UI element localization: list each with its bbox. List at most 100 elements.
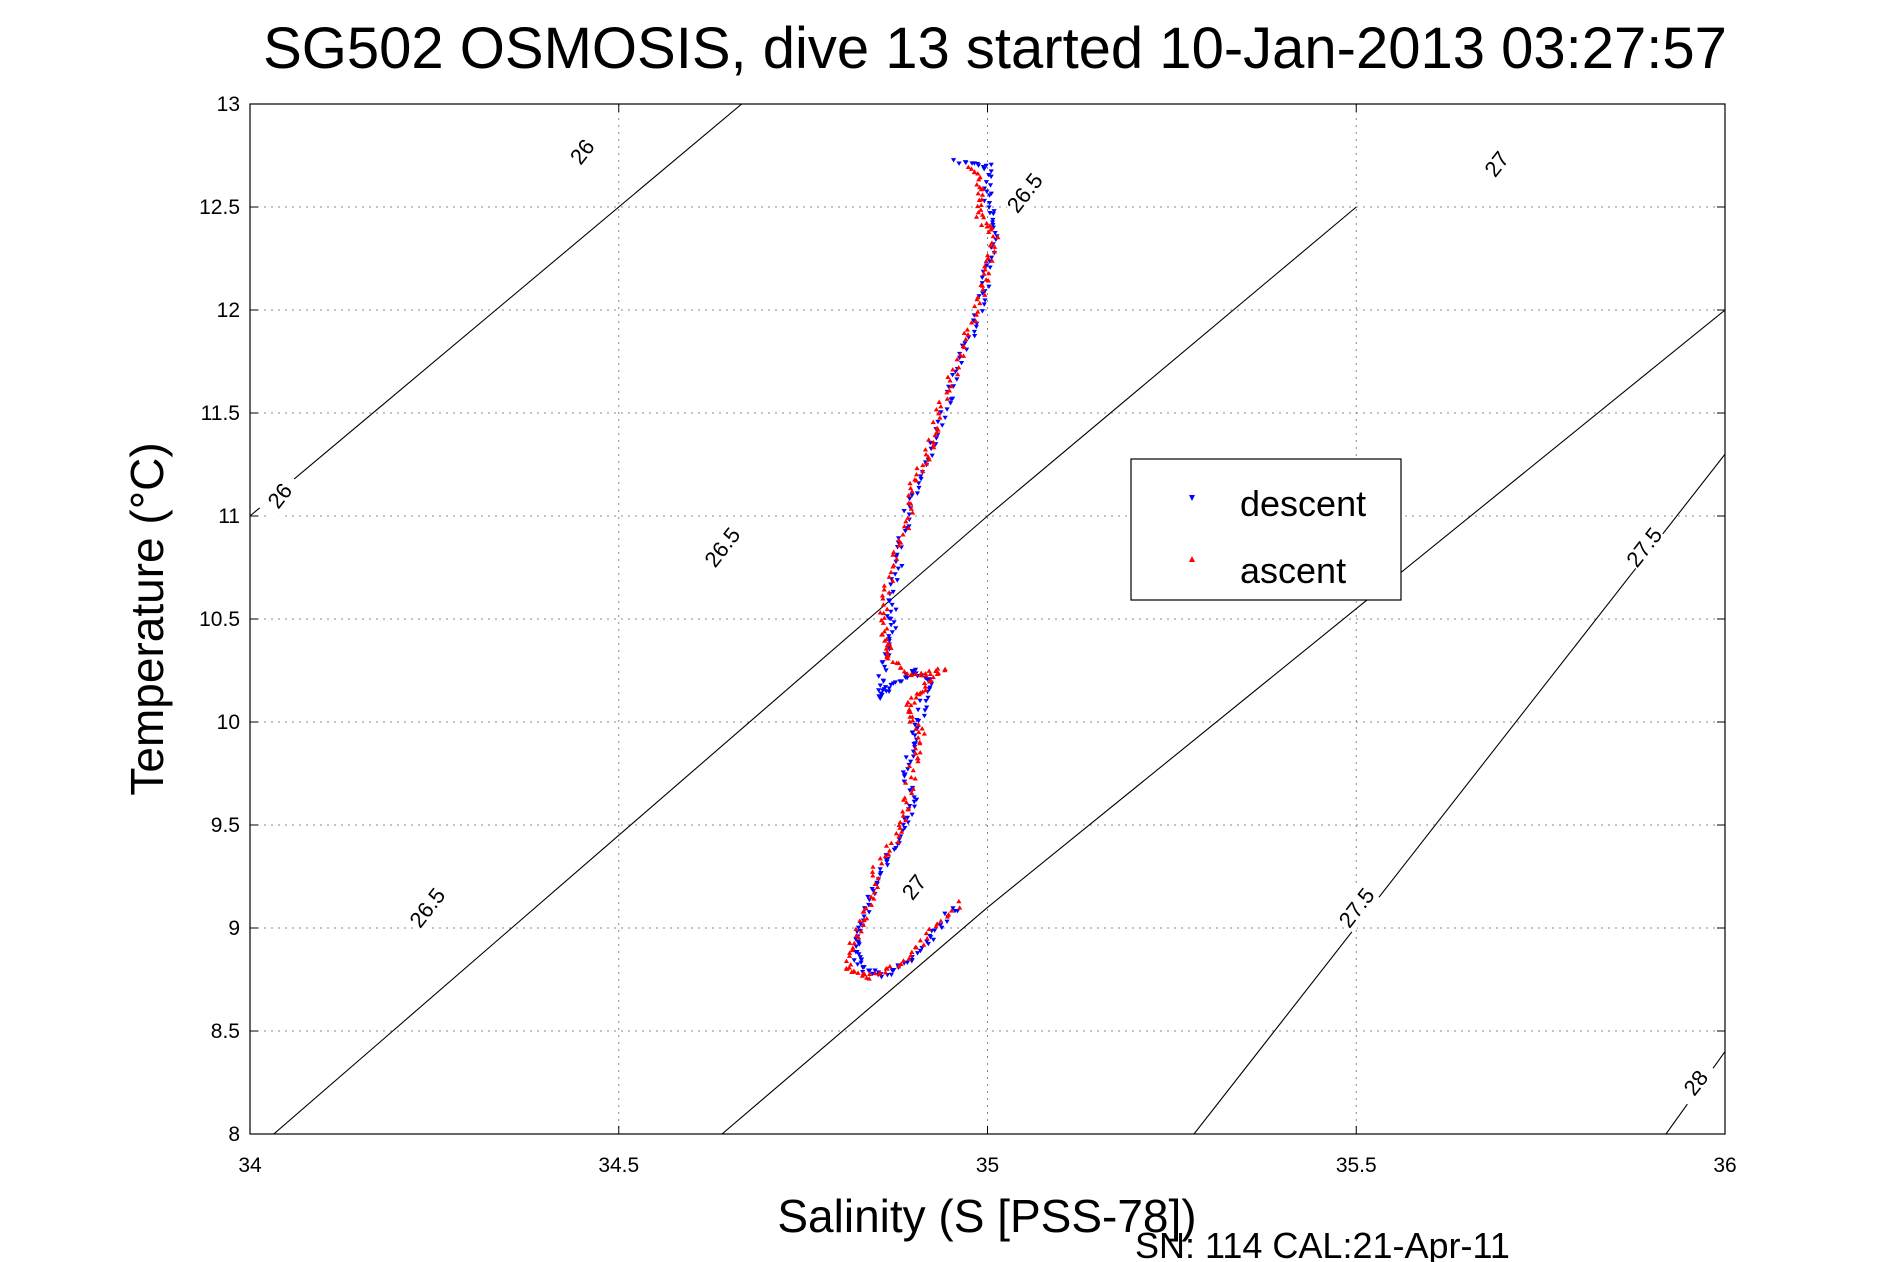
ascent-point bbox=[871, 896, 877, 901]
descent-point bbox=[879, 692, 885, 698]
ascent-point bbox=[860, 909, 866, 914]
ascent-point bbox=[910, 510, 916, 515]
ascent-point bbox=[860, 922, 867, 927]
descent-point bbox=[884, 859, 890, 865]
descent-point bbox=[876, 694, 882, 699]
ascent-point bbox=[885, 655, 891, 661]
descent-point bbox=[893, 554, 899, 560]
ascent-point bbox=[921, 942, 927, 947]
descent-point bbox=[979, 275, 985, 281]
ascent-point bbox=[895, 839, 901, 844]
descent-point bbox=[891, 847, 897, 852]
ascent-point bbox=[922, 684, 928, 689]
ascent-point bbox=[946, 388, 953, 393]
ascent-point bbox=[852, 969, 858, 974]
descent-point bbox=[939, 423, 945, 428]
ascent-point bbox=[880, 620, 886, 625]
descent-point bbox=[911, 741, 917, 747]
ascent-point bbox=[900, 958, 907, 963]
ascent-point bbox=[972, 169, 978, 175]
ascent-point bbox=[927, 671, 934, 677]
ascent-point bbox=[956, 364, 962, 370]
ascent-point bbox=[903, 817, 909, 823]
ascent-point bbox=[843, 965, 849, 971]
ascent-point bbox=[921, 680, 928, 686]
descent-point bbox=[925, 695, 931, 701]
x-tick-label: 35 bbox=[976, 1154, 999, 1177]
descent-point bbox=[912, 722, 918, 728]
ascent-point bbox=[926, 456, 932, 462]
descent-point bbox=[898, 679, 905, 684]
descent-point bbox=[933, 436, 939, 441]
ascent-point bbox=[930, 442, 937, 448]
descent-point bbox=[914, 951, 921, 956]
y-tick-label: 10.5 bbox=[199, 608, 240, 631]
ascent-point bbox=[986, 270, 992, 276]
y-tick-label: 9.5 bbox=[211, 814, 240, 837]
descent-point bbox=[872, 968, 878, 973]
ascent-point bbox=[947, 378, 953, 383]
ascent-point bbox=[978, 222, 985, 227]
ascent-point bbox=[870, 873, 876, 878]
ascent-point bbox=[930, 419, 936, 425]
isopycnal-label-bg bbox=[403, 882, 451, 933]
descent-point bbox=[884, 614, 890, 619]
ascent-point bbox=[914, 465, 920, 471]
descent-point bbox=[906, 512, 912, 517]
ascent-point bbox=[985, 255, 991, 260]
ascent-point bbox=[913, 472, 920, 477]
ascent-point bbox=[923, 687, 929, 693]
ascent-point bbox=[917, 740, 923, 746]
descent-point bbox=[888, 682, 894, 688]
ascent-point bbox=[868, 902, 875, 907]
descent-point bbox=[893, 626, 899, 631]
ascent-point bbox=[961, 344, 967, 350]
x-tick-label: 34 bbox=[238, 1154, 262, 1177]
isopycnal-label-bg bbox=[1671, 1057, 1720, 1108]
descent-point bbox=[990, 223, 996, 228]
ascent-point bbox=[899, 809, 906, 814]
ascent-point bbox=[922, 447, 929, 452]
ascent-point bbox=[877, 610, 883, 615]
descent-point bbox=[901, 774, 908, 779]
ascent-point bbox=[950, 367, 956, 372]
ascent-point bbox=[901, 523, 907, 529]
ascent-point bbox=[988, 227, 994, 232]
descent-point bbox=[877, 872, 883, 878]
descent-point bbox=[899, 563, 905, 569]
descent-point bbox=[909, 812, 915, 818]
ascent-point bbox=[887, 963, 893, 969]
ascent-point bbox=[981, 214, 987, 220]
ascent-point bbox=[926, 926, 932, 932]
ascent-point bbox=[884, 626, 890, 631]
descent-point bbox=[876, 674, 882, 679]
ascent-point bbox=[963, 336, 969, 342]
descent-point bbox=[909, 730, 915, 736]
ascent-point bbox=[869, 869, 876, 874]
ascent-point bbox=[904, 702, 910, 707]
descent-point bbox=[954, 377, 960, 382]
ascent-point bbox=[858, 929, 864, 934]
ascent-point bbox=[904, 671, 910, 676]
ascent-point bbox=[886, 590, 892, 595]
ascent-point bbox=[886, 852, 892, 857]
ascent-point bbox=[917, 750, 923, 755]
ascent-point bbox=[954, 356, 960, 362]
ascent-point bbox=[968, 166, 975, 171]
x-tick-label: 35.5 bbox=[1336, 1154, 1377, 1177]
ascent-point bbox=[896, 963, 902, 969]
ascent-point bbox=[890, 564, 896, 569]
descent-point bbox=[947, 401, 954, 406]
ascent-point bbox=[878, 617, 885, 623]
ascent-point bbox=[923, 461, 930, 466]
ascent-point bbox=[853, 926, 859, 931]
ascent-point bbox=[855, 970, 861, 975]
descent-point bbox=[921, 713, 928, 719]
descent-point bbox=[957, 355, 963, 361]
ascent-point bbox=[883, 843, 890, 848]
ascent-point bbox=[909, 488, 915, 494]
ascent-point bbox=[910, 718, 916, 723]
descent-point bbox=[866, 902, 872, 908]
y-tick-label: 13 bbox=[217, 93, 240, 116]
ascent-point bbox=[964, 327, 971, 332]
